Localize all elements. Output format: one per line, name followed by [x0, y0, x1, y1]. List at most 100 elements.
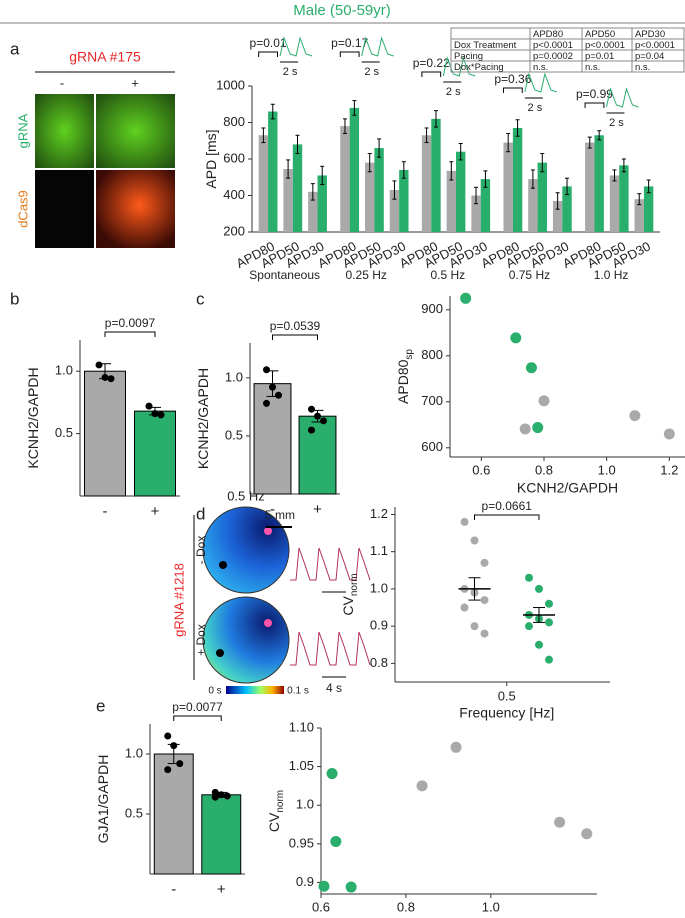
- table-cell: Dox*Pacing: [454, 62, 504, 73]
- table-cell: p<0.0001: [585, 40, 625, 51]
- p-value: p=0.0539: [270, 319, 321, 333]
- table-cell: p=0.0002: [533, 51, 573, 62]
- y-tick-label: 0.5: [125, 805, 143, 820]
- bar: [609, 175, 620, 232]
- data-point: [480, 558, 489, 567]
- table-header: APD80: [533, 29, 563, 40]
- data-point: [308, 426, 315, 434]
- data-point: [525, 622, 533, 631]
- significance-bracket: [421, 71, 442, 77]
- data-point: [330, 835, 342, 847]
- image-title: gRNA #175: [69, 49, 141, 65]
- y-axis-label-main: APD80: [395, 359, 411, 404]
- x-tick-label: 0.8: [535, 462, 553, 477]
- y-tick-label: 1.2: [370, 506, 388, 521]
- y-tick-label: 0.5: [225, 427, 243, 442]
- significance-bracket: [173, 715, 222, 721]
- data-point: [95, 361, 103, 369]
- bar: [643, 186, 654, 232]
- bar: [365, 162, 375, 232]
- table-cell: p=0.04: [635, 51, 664, 62]
- y-axis-label: CVnorm: [340, 573, 360, 615]
- y-tick-label: 700: [421, 393, 443, 408]
- bar: [268, 111, 278, 232]
- data-point: [157, 411, 165, 419]
- bar: [446, 170, 456, 232]
- y-tick-label: 0.9: [370, 618, 388, 633]
- y-tick-label: 0.5: [55, 425, 73, 440]
- data-point: [151, 410, 159, 418]
- panel-label: d: [196, 504, 205, 523]
- data-point: [525, 573, 533, 582]
- table-cell: n.s.: [533, 62, 548, 73]
- panel-label: e: [96, 696, 105, 715]
- bar: [594, 135, 604, 232]
- x-tick-label: +: [313, 501, 322, 518]
- heatmap-side-label: gRNA #1218: [171, 563, 186, 637]
- data-point: [510, 332, 522, 344]
- significance-bracket: [474, 514, 540, 520]
- bar: [619, 165, 629, 232]
- group-label: Spontaneous: [249, 268, 320, 282]
- data-point: [320, 417, 327, 425]
- y-axis-label: CVnorm: [266, 790, 286, 832]
- data-point: [460, 603, 469, 612]
- data-point: [223, 792, 231, 800]
- data-point: [211, 793, 219, 801]
- bar: [562, 186, 572, 232]
- micrograph: [96, 170, 175, 248]
- data-point: [532, 422, 544, 434]
- trace-scale-label: 2 s: [283, 66, 298, 78]
- trace-scale-label: 2 s: [446, 86, 461, 98]
- bar: [258, 135, 269, 232]
- data-point: [275, 391, 282, 399]
- trace: [290, 547, 371, 581]
- x-tick-label: 1.0: [598, 462, 616, 477]
- significance-bracket: [502, 87, 523, 93]
- y-axis-label: KCNH2/GAPDH: [25, 367, 41, 468]
- data-point: [164, 766, 172, 774]
- ap-trace: [524, 72, 558, 93]
- y-tick-label: 800: [223, 114, 245, 129]
- colorbar-label: 0 s: [208, 686, 221, 697]
- heatmap-row: - Dox: [194, 536, 208, 565]
- y-axis-label: APD80sp: [395, 349, 415, 404]
- data-point: [450, 741, 462, 753]
- x-tick-label: 0.5: [498, 688, 516, 703]
- bar: [84, 370, 126, 497]
- table-cell: Dox Treatment: [454, 40, 517, 51]
- bar: [552, 200, 563, 232]
- group-label: 0.25 Hz: [346, 268, 387, 282]
- bar: [349, 107, 360, 232]
- x-axis-label: GJA1/GAPDH: [415, 917, 504, 918]
- p-value: p=0.99: [576, 87, 613, 101]
- bar: [374, 148, 384, 232]
- y-tick-label: 1.10: [289, 719, 314, 734]
- x-tick-label: 1.0: [482, 899, 500, 914]
- data-point: [545, 599, 553, 608]
- data-point: [263, 366, 270, 374]
- y-tick-label: 1.0: [370, 580, 388, 595]
- data-point: [416, 780, 428, 792]
- data-point: [663, 428, 675, 440]
- bar: [153, 753, 194, 875]
- data-point: [217, 791, 225, 799]
- y-tick-label: 0.95: [289, 835, 314, 850]
- bar: [134, 410, 176, 497]
- bar: [537, 162, 547, 232]
- data-point: [211, 788, 219, 796]
- micrograph: [96, 94, 175, 168]
- p-value: p=0.0097: [105, 316, 156, 330]
- p-value: p=0.0661: [482, 499, 533, 513]
- x-tick-label: 1.2: [660, 462, 678, 477]
- y-tick-label: 0.9: [296, 874, 314, 889]
- data-point: [107, 375, 115, 383]
- x-tick-label: -: [171, 881, 176, 898]
- pacing-site: [264, 619, 272, 627]
- data-point: [460, 517, 469, 526]
- bar: [292, 144, 303, 232]
- image-column: +: [131, 75, 139, 90]
- recording-site: [216, 649, 224, 657]
- group-label: 0.75 Hz: [509, 268, 550, 282]
- bar: [298, 415, 337, 495]
